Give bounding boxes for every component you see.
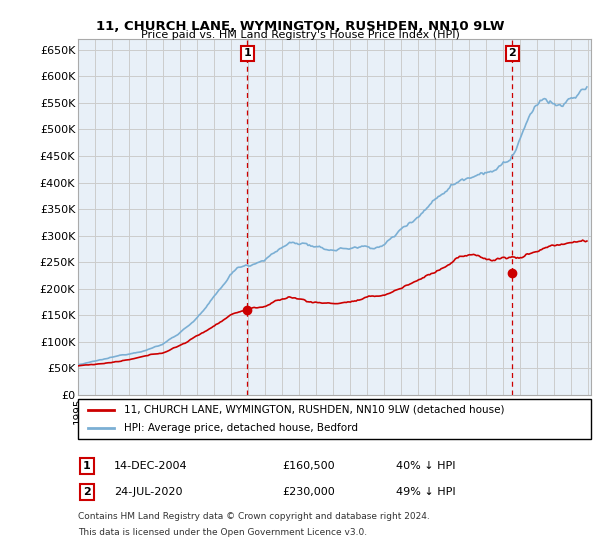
Text: 24-JUL-2020: 24-JUL-2020 [114,487,182,497]
Text: 1: 1 [83,461,91,471]
Text: £230,000: £230,000 [282,487,335,497]
Text: This data is licensed under the Open Government Licence v3.0.: This data is licensed under the Open Gov… [78,528,367,536]
Text: 11, CHURCH LANE, WYMINGTON, RUSHDEN, NN10 9LW: 11, CHURCH LANE, WYMINGTON, RUSHDEN, NN1… [96,20,504,32]
FancyBboxPatch shape [78,399,591,439]
Text: 14-DEC-2004: 14-DEC-2004 [114,461,188,471]
Text: 2: 2 [508,48,516,58]
Text: 49% ↓ HPI: 49% ↓ HPI [396,487,455,497]
Text: £160,500: £160,500 [282,461,335,471]
Text: 40% ↓ HPI: 40% ↓ HPI [396,461,455,471]
Text: Price paid vs. HM Land Registry's House Price Index (HPI): Price paid vs. HM Land Registry's House … [140,30,460,40]
Text: HPI: Average price, detached house, Bedford: HPI: Average price, detached house, Bedf… [124,423,358,433]
Text: Contains HM Land Registry data © Crown copyright and database right 2024.: Contains HM Land Registry data © Crown c… [78,512,430,521]
Text: 2: 2 [83,487,91,497]
Text: 11, CHURCH LANE, WYMINGTON, RUSHDEN, NN10 9LW (detached house): 11, CHURCH LANE, WYMINGTON, RUSHDEN, NN1… [124,405,505,414]
Text: 1: 1 [244,48,251,58]
